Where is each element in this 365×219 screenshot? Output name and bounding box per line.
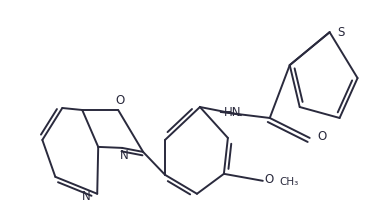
Text: O: O [116,94,125,106]
Text: N: N [120,149,128,162]
Text: O: O [318,131,327,143]
Text: O: O [265,173,274,186]
Text: S: S [338,26,345,39]
Text: HN: HN [224,106,242,120]
Text: N: N [81,190,90,203]
Text: CH₃: CH₃ [280,177,299,187]
